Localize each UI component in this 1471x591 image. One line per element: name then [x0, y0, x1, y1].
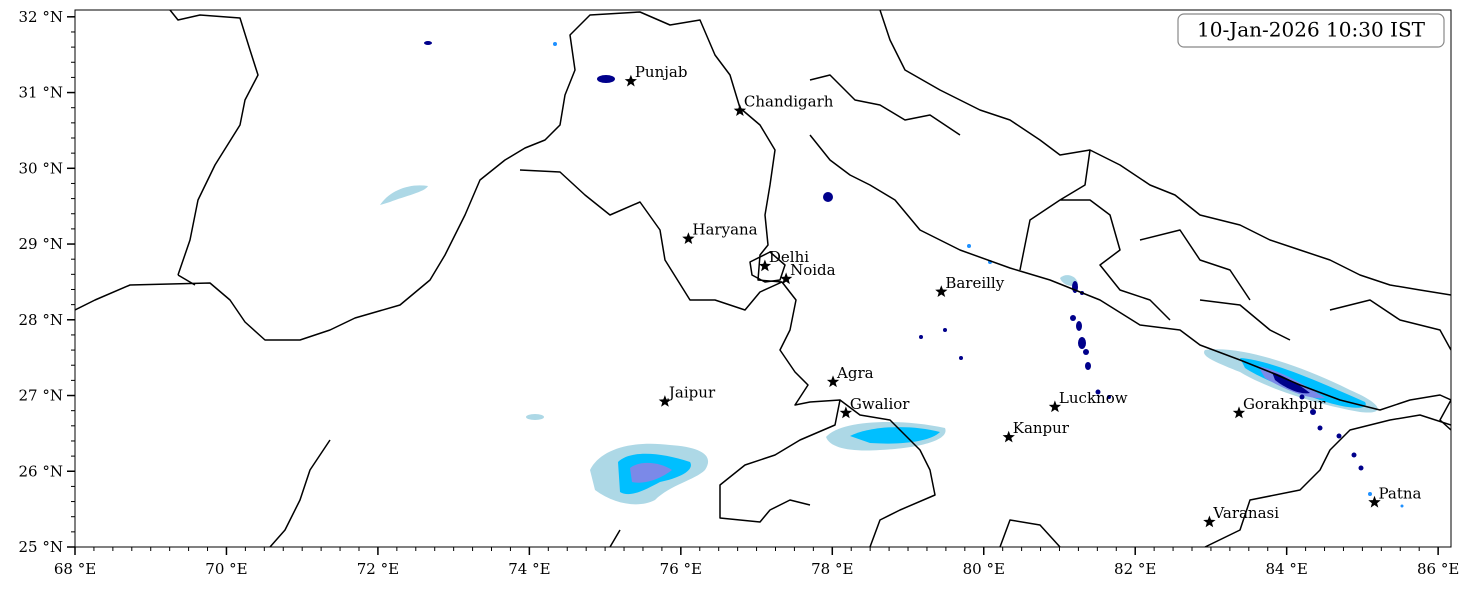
city-marker [826, 375, 840, 388]
x-tick-label: 84 °E [1266, 560, 1308, 578]
city-marker [758, 259, 772, 272]
y-tick-label: 27 °N [19, 387, 63, 405]
x-tick-label: 76 °E [660, 560, 702, 578]
city-marker [658, 395, 672, 407]
x-tick-label: 82 °E [1114, 560, 1156, 578]
city-label: Gorakhpur [1243, 395, 1326, 413]
city-label: Punjab [635, 63, 688, 81]
city-label: Bareilly [945, 274, 1004, 292]
city-label: Chandigarh [744, 93, 834, 111]
x-tick-label: 78 °E [811, 560, 853, 578]
y-tick-label: 29 °N [19, 235, 63, 253]
x-tick-label: 70 °E [205, 560, 247, 578]
city-label: Jaipur [667, 384, 716, 402]
timestamp-box: 10-Jan-2026 10:30 IST [1177, 13, 1445, 48]
x-tick-label: 86 °E [1417, 560, 1459, 578]
city-marker [682, 232, 695, 244]
city-marker [1048, 400, 1062, 413]
city-label: Agra [836, 364, 874, 382]
y-tick-label: 28 °N [19, 311, 63, 329]
city-marker [779, 272, 793, 285]
x-tick-label: 68 °E [54, 560, 96, 578]
city-label: Noida [790, 261, 836, 279]
y-tick-label: 30 °N [19, 159, 63, 177]
city-marker [624, 74, 637, 87]
y-tick-label: 26 °N [19, 462, 63, 480]
city-label: Patna [1379, 484, 1422, 502]
y-tick-label: 32 °N [19, 8, 63, 26]
city-marker [935, 285, 948, 297]
y-tick-label: 25 °N [19, 538, 63, 556]
city-label: Haryana [692, 221, 757, 239]
city-marker [1002, 430, 1015, 443]
x-tick-label: 80 °E [963, 560, 1005, 578]
city-marker [1203, 515, 1216, 528]
city-marker [733, 104, 747, 116]
y-tick-label: 31 °N [19, 84, 63, 102]
city-label: Varanasi [1212, 504, 1279, 522]
city-label: Gwalior [850, 395, 910, 413]
x-tick-label: 72 °E [357, 560, 399, 578]
precipitation [75, 10, 1451, 547]
city-label: Kanpur [1013, 419, 1070, 437]
city-label: Lucknow [1059, 389, 1128, 407]
x-tick-label: 74 °E [508, 560, 550, 578]
city-label: Delhi [769, 248, 809, 266]
plot-frame [74, 9, 1452, 548]
city-marker [839, 406, 853, 419]
city-marker [1232, 406, 1246, 419]
timestamp: 10-Jan-2026 10:30 IST [1197, 18, 1426, 42]
city-marker [1368, 495, 1381, 508]
